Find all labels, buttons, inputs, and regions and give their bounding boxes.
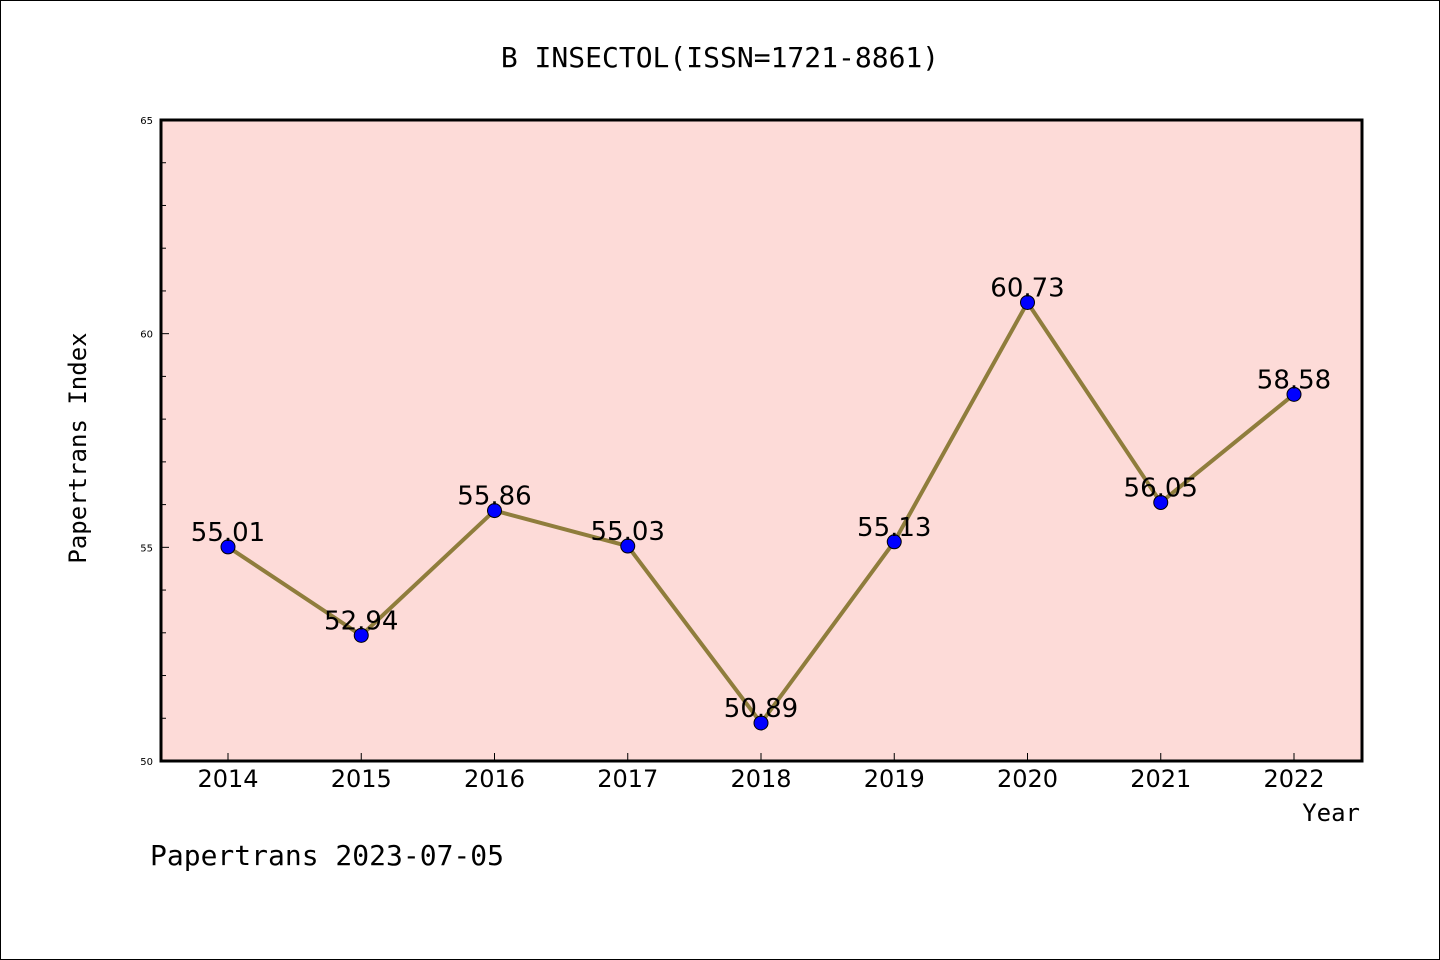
plot-area xyxy=(159,118,1364,763)
data-point-2014 xyxy=(220,539,236,555)
x-tick-label: 2014 xyxy=(197,765,258,793)
data-label-2016: 55.86 xyxy=(457,482,531,512)
y-tick-label: 50 xyxy=(140,757,153,768)
data-label-2019: 55.13 xyxy=(857,513,931,543)
y-tick-label: 65 xyxy=(140,116,153,127)
x-tick-label: 2016 xyxy=(464,765,525,793)
data-point-2022 xyxy=(1286,386,1302,402)
series-papertrans-index xyxy=(220,294,1302,731)
x-tick-label: 2017 xyxy=(597,765,658,793)
x-tick-label: 2020 xyxy=(997,765,1058,793)
x-tick-label: 2018 xyxy=(730,765,791,793)
x-tick-label: 2015 xyxy=(331,765,392,793)
data-label-2014: 55.01 xyxy=(191,518,265,548)
data-point-2019 xyxy=(886,534,902,550)
x-tick-label: 2019 xyxy=(864,765,925,793)
data-label-2015: 52.94 xyxy=(324,606,398,636)
data-label-2022: 58.58 xyxy=(1257,365,1331,395)
y-tick-label: 55 xyxy=(140,543,153,554)
chart-title: B INSECTOL(ISSN=1721-8861) xyxy=(501,41,939,74)
data-point-2021 xyxy=(1153,494,1169,510)
data-label-2020: 60.73 xyxy=(990,273,1064,303)
y-axis: 50 55 60 65 xyxy=(140,116,169,768)
x-tick-label: 2021 xyxy=(1130,765,1191,793)
data-point-2017 xyxy=(620,538,636,554)
y-tick-label: 60 xyxy=(140,330,153,341)
data-point-2018 xyxy=(753,715,769,731)
data-point-2015 xyxy=(353,627,369,643)
data-label-2021: 56.05 xyxy=(1124,473,1198,503)
y-axis-title: Papertrans Index xyxy=(64,332,92,563)
data-labels: 55.01 52.94 55.86 55.03 50.89 55.13 60.73 56.05… xyxy=(191,273,1331,723)
data-point-2020 xyxy=(1020,294,1035,310)
footer-text: Papertrans 2023-07-05 xyxy=(150,839,504,872)
data-label-2017: 55.03 xyxy=(591,517,665,547)
x-axis-title: Year xyxy=(1302,799,1360,827)
x-axis: 2014 2015 2016 2017 2018 2019 2020 2021 2022 xyxy=(197,753,1325,793)
data-label-2018: 50.89 xyxy=(724,694,798,724)
data-point-2016 xyxy=(487,503,502,519)
x-tick-label: 2022 xyxy=(1263,765,1324,793)
